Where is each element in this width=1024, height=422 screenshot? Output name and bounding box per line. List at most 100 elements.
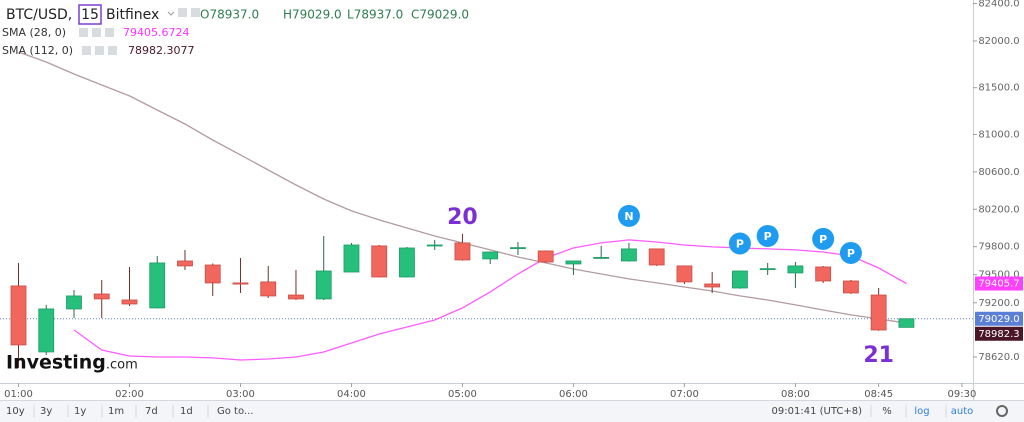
option-button[interactable]: log (914, 406, 929, 417)
candle-body (815, 266, 832, 282)
price-label-box (975, 326, 1023, 341)
y-tick-label: 79200.0 (978, 298, 1019, 309)
icon (95, 46, 104, 55)
range-button[interactable]: 3y (40, 406, 52, 417)
icon (79, 28, 88, 37)
logo: Investing (6, 352, 106, 374)
ohlc-value: 78937.0 (209, 8, 259, 22)
x-tick-label: 08:45 (864, 389, 893, 400)
range-button[interactable]: 7d (145, 406, 158, 417)
candle-body (288, 294, 304, 300)
settings-icon[interactable] (996, 405, 1008, 417)
range-button[interactable]: 10y (6, 406, 25, 417)
legend-value: 78982.3077 (128, 44, 194, 57)
x-tick-label: 09:30 (947, 389, 976, 400)
y-tick-label: 82000.0 (978, 36, 1019, 47)
candle-body (232, 282, 249, 285)
event-marker[interactable] (728, 232, 751, 255)
candle-body (676, 265, 693, 283)
interval-box (78, 4, 102, 25)
candle-body (177, 260, 193, 267)
candle-body (371, 245, 388, 278)
y-tick-label: 80600.0 (978, 167, 1019, 178)
price-label: 79029.0 (978, 314, 1019, 325)
clock: 09:01:41 (UTC+8) (772, 406, 863, 417)
ohlc-prefix: O (200, 8, 209, 22)
interval: 15 (81, 7, 99, 23)
x-tick-label: 08:00 (781, 389, 810, 400)
candle-body (732, 270, 748, 289)
event-label: N (624, 210, 633, 223)
range-button[interactable]: 1d (180, 406, 193, 417)
symbol: BTC/USD, (6, 7, 72, 23)
x-tick-label: 06:00 (559, 389, 588, 400)
candle-body (454, 242, 471, 261)
candle-body (93, 293, 110, 300)
option-button[interactable]: auto (951, 406, 974, 417)
annotation: 21 (863, 343, 894, 368)
icon (82, 46, 91, 55)
exchange: Bitfinex (106, 7, 159, 23)
x-tick-label: 01:00 (4, 389, 33, 400)
x-tick-label: 05:00 (448, 389, 477, 400)
candle-body (704, 283, 721, 288)
icon (92, 28, 101, 37)
goto-button[interactable]: Go to... (217, 406, 253, 417)
x-tick-label: 03:00 (226, 389, 255, 400)
price-label-box (975, 276, 1023, 291)
candle-body (621, 248, 637, 262)
event-label: P (847, 247, 855, 260)
candle-body (843, 280, 859, 294)
candle-body (121, 299, 138, 305)
y-tick-label: 82400.0 (978, 0, 1019, 10)
event-label: P (736, 238, 744, 251)
candle-body (482, 251, 499, 260)
candle-body (149, 262, 166, 309)
ohlc-value: 79029.0 (292, 8, 342, 22)
candle-body (38, 308, 55, 353)
icon (105, 28, 114, 37)
x-tick-label: 02:00 (115, 389, 144, 400)
range-button[interactable]: 1y (74, 406, 86, 417)
x-tick-label: 04:00 (337, 389, 366, 400)
legend-name: SMA (112, 0) (2, 44, 73, 57)
y-tick-label: 79800.0 (978, 242, 1019, 253)
candle-body (759, 268, 776, 271)
annotation: 20 (447, 205, 478, 230)
range-button[interactable]: 1m (108, 406, 124, 417)
y-tick-label: 80200.0 (978, 204, 1019, 215)
ohlc-prefix: H (283, 8, 292, 22)
candle-body (399, 247, 415, 278)
event-label: P (819, 233, 827, 246)
candle-body (510, 247, 526, 250)
candle-body (787, 265, 804, 274)
y-tick-label: 79500.0 (978, 270, 1019, 281)
icon (178, 8, 187, 17)
event-marker[interactable] (617, 204, 640, 227)
price-label-box (975, 311, 1023, 326)
candle-body (593, 257, 610, 259)
candle-body (870, 294, 887, 331)
option-button[interactable]: % (882, 406, 892, 417)
y-tick-label: 81500.0 (978, 83, 1019, 94)
ohlc-value: 78937.0 (354, 8, 404, 22)
dropdown-caret (167, 11, 175, 16)
price-label: 79405.7 (978, 279, 1019, 290)
y-tick-label: 81000.0 (978, 129, 1019, 140)
candle-body (66, 295, 82, 310)
price-label: 78982.3 (978, 329, 1019, 340)
candle-body (426, 244, 443, 247)
toolbar (0, 400, 1024, 422)
sma-line (73, 239, 907, 361)
x-tick-label: 07:00 (670, 389, 699, 400)
candle-body (10, 285, 27, 346)
candle-body (648, 248, 665, 266)
candle-body (343, 244, 360, 273)
candle-body (204, 264, 221, 284)
ohlc-prefix: L (347, 8, 354, 22)
event-marker[interactable] (756, 224, 779, 247)
event-marker[interactable] (839, 241, 862, 264)
event-marker[interactable] (812, 227, 835, 250)
